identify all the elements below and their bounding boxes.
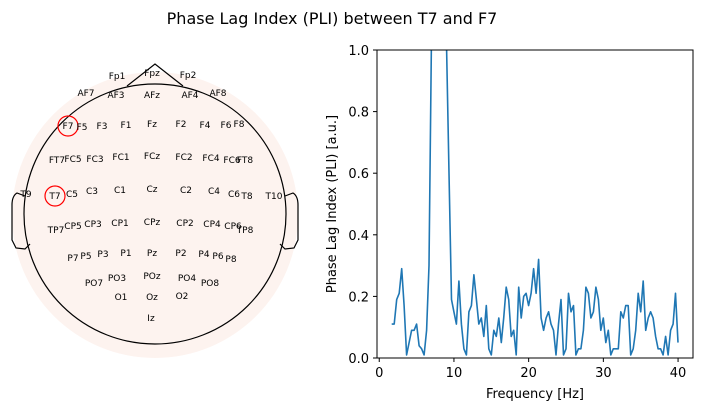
electrode-pz: Pz	[147, 249, 157, 259]
electrode-ft7: FT7	[49, 156, 65, 166]
nose	[126, 63, 184, 87]
x-tick-label: 30	[595, 366, 612, 381]
electrode-p8: P8	[225, 255, 236, 265]
electrode-o2: O2	[176, 292, 189, 302]
electrode-cp6: CP6	[224, 222, 242, 232]
electrode-c6: C6	[228, 190, 240, 200]
electrode-c4: C4	[208, 187, 220, 197]
x-tick-label: 40	[670, 366, 687, 381]
electrode-po8: PO8	[201, 279, 220, 289]
electrode-po7: PO7	[85, 279, 103, 289]
electrode-cz: Cz	[146, 185, 157, 195]
electrode-p1: P1	[120, 249, 131, 259]
pli-series-line	[391, 50, 679, 356]
electrode-f8: F8	[234, 120, 245, 130]
electrode-f3: F3	[97, 122, 108, 132]
electrode-fz: Fz	[147, 120, 157, 130]
electrode-af7: AF7	[77, 89, 94, 99]
electrode-f2: F2	[176, 120, 187, 130]
electrode-oz: Oz	[146, 293, 158, 303]
electrode-f1: F1	[121, 121, 132, 131]
plot-frame	[376, 49, 694, 359]
electrode-c1: C1	[114, 186, 126, 196]
electrode-af8: AF8	[209, 89, 226, 99]
highlight-marker-f7	[57, 115, 79, 137]
electrode-t9: T9	[19, 190, 31, 200]
electrode-fc4: FC4	[202, 154, 219, 164]
electrode-cp3: CP3	[84, 220, 101, 230]
electrode-afz: AFz	[144, 91, 160, 101]
x-axis-label: Frequency [Hz]	[486, 387, 584, 402]
electrode-ft8: FT8	[237, 156, 254, 166]
left-ear	[11, 192, 31, 250]
y-tick-label: 0.8	[348, 106, 369, 121]
electrode-t7: T7	[48, 192, 60, 202]
y-tick-label: 0.4	[348, 229, 369, 244]
x-tick-label: 10	[446, 366, 463, 381]
x-tick-label: 0	[375, 366, 383, 381]
electrode-p2: P2	[175, 249, 186, 259]
electrode-fpz: Fpz	[144, 69, 160, 79]
y-tick-label: 0.6	[348, 167, 369, 182]
electrode-f7: F7	[63, 122, 74, 132]
electrode-o1: O1	[115, 293, 128, 303]
x-axis: 0 10 20 30 40	[375, 358, 686, 381]
electrode-fc5: FC5	[64, 155, 81, 165]
electrode-tp7: TP7	[47, 226, 65, 236]
electrode-c2: C2	[180, 186, 192, 196]
y-tick-label: 1.0	[348, 44, 369, 59]
electrode-c5: C5	[66, 190, 78, 200]
electrode-t8: T8	[240, 192, 252, 202]
electrode-fp1: Fp1	[109, 72, 126, 82]
electrode-tp8: TP8	[236, 226, 254, 236]
electrode-iz: Iz	[147, 314, 155, 324]
figure-title: Phase Lag Index (PLI) between T7 and F7	[167, 9, 498, 28]
x-tick-label: 20	[520, 366, 537, 381]
electrode-fc2: FC2	[175, 153, 192, 163]
electrode-labels: Fp1 Fpz Fp2 AF7 AF3 AFz AF4 AF8 F7 F5 F3 F1 Fz F2 F4 F6…	[19, 69, 282, 324]
electrode-c3: C3	[86, 187, 98, 197]
electrode-p5: P5	[80, 252, 91, 262]
electrode-cp5: CP5	[64, 222, 81, 232]
electrode-f5: F5	[77, 123, 88, 133]
electrode-p3: P3	[97, 250, 108, 260]
electrode-fc3: FC3	[86, 155, 103, 165]
right-ear	[279, 192, 299, 250]
electrode-fc6: FC6	[223, 156, 240, 166]
electrode-poz: POz	[143, 272, 161, 282]
electrode-cp2: CP2	[176, 219, 193, 229]
electrode-po3: PO3	[108, 274, 126, 284]
y-tick-label: 0.2	[348, 290, 369, 305]
y-tick-label: 0.0	[348, 352, 369, 367]
electrode-cpz: CPz	[144, 218, 161, 228]
topomap-background	[12, 72, 298, 358]
electrode-p6: P6	[212, 252, 223, 262]
electrode-p7: P7	[67, 254, 78, 264]
electrode-af4: AF4	[181, 91, 198, 101]
electrode-f6: F6	[221, 121, 232, 131]
electrode-fp2: Fp2	[180, 71, 197, 81]
topomap: Fp1 Fpz Fp2 AF7 AF3 AFz AF4 AF8 F7 F5 F3 F1 Fz F2 F4 F6…	[11, 63, 299, 358]
electrode-cp1: CP1	[111, 219, 128, 229]
pli-chart: 0 10 20 30 40 0.0 0.2 0.4 0.6 0.8 1.0 Frequency […	[325, 44, 694, 402]
highlight-marker-t7	[44, 185, 66, 207]
electrode-p4: P4	[198, 250, 209, 260]
electrode-af3: AF3	[107, 91, 124, 101]
electrode-fcz: FCz	[144, 152, 160, 162]
head-outline	[23, 83, 287, 345]
y-axis-label: Phase Lag Index (PLI) [a.u.]	[325, 115, 340, 293]
electrode-t10: T10	[265, 192, 283, 202]
electrode-f4: F4	[200, 121, 211, 131]
electrode-fc1: FC1	[112, 153, 129, 163]
electrode-cp4: CP4	[203, 220, 221, 230]
electrode-po4: PO4	[178, 274, 197, 284]
y-axis: 0.0 0.2 0.4 0.6 0.8 1.0	[348, 44, 377, 367]
